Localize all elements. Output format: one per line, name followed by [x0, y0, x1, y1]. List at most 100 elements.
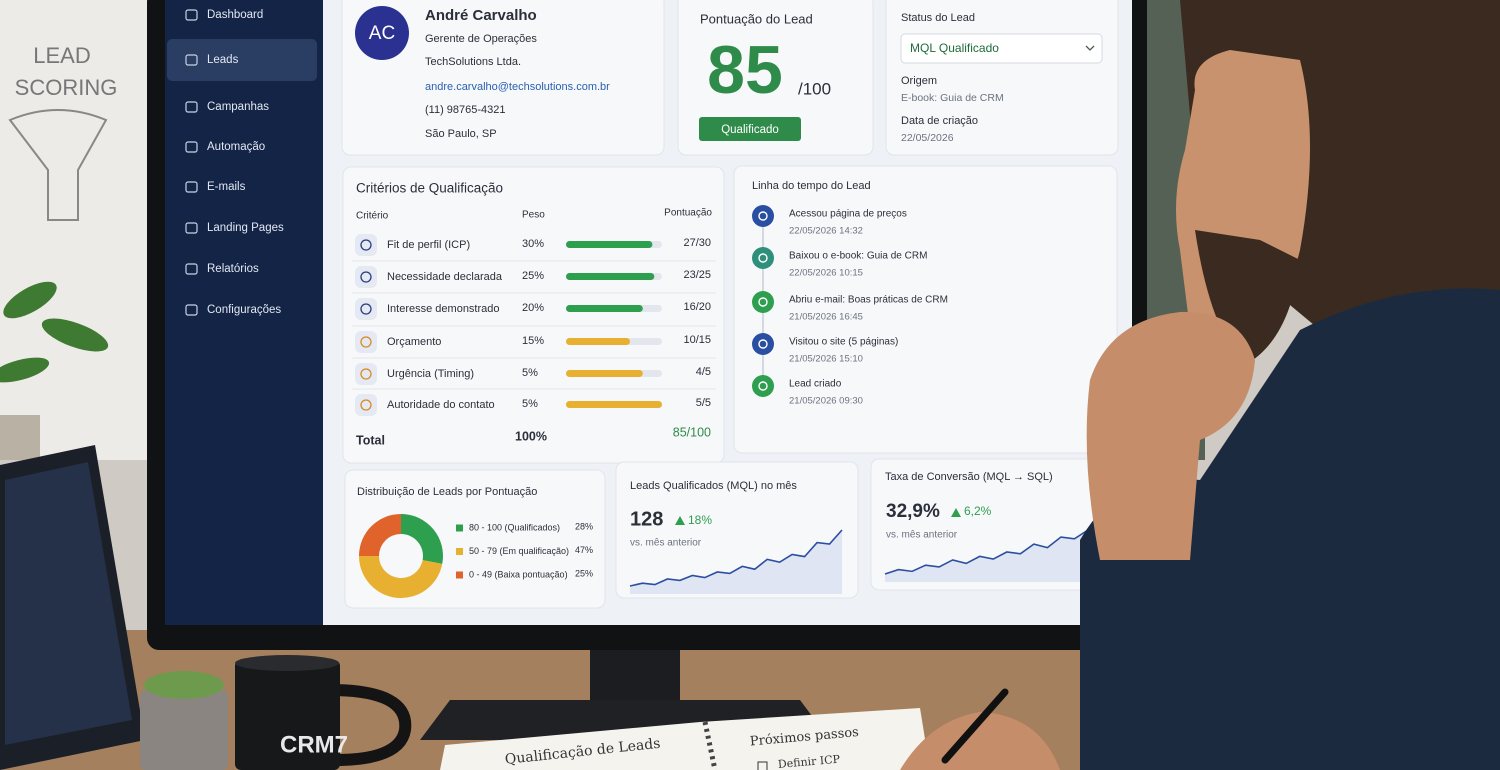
- timeline-dot: [752, 291, 774, 313]
- legend-label: 80 - 100 (Qualificados): [469, 522, 560, 532]
- contact-location: São Paulo, SP: [425, 128, 497, 140]
- donut-slice: [359, 556, 443, 598]
- menu-icon: [185, 9, 198, 21]
- origin-label: Origem: [901, 75, 937, 87]
- contact-email[interactable]: andre.carvalho@techsolutions.com.br: [425, 81, 610, 93]
- total-label: Total: [356, 433, 385, 447]
- mug: [235, 655, 412, 770]
- conversion-value: 32,9%: [886, 501, 940, 522]
- timeline-dot: [752, 247, 774, 269]
- criteria-icon: [355, 234, 377, 256]
- avatar-initials: AC: [369, 23, 395, 44]
- criteria-name: Interesse demonstrado: [387, 303, 500, 315]
- avatar: [355, 6, 409, 60]
- criteria-score: 4/5: [696, 366, 711, 378]
- succulent: [140, 671, 228, 770]
- conversion-title: Taxa de Conversão (MQL → SQL): [885, 471, 1053, 483]
- legend-value: 25%: [575, 568, 593, 578]
- menu-item[interactable]: Automação: [207, 141, 265, 153]
- score-title: Pontuação do Lead: [700, 11, 813, 26]
- menu-item[interactable]: Leads: [207, 54, 239, 66]
- criteria-icon: [355, 394, 377, 416]
- criteria-name: Fit de perfil (ICP): [387, 239, 470, 251]
- score-bar: [566, 370, 643, 377]
- active-item: [167, 39, 317, 81]
- timeline-events: Acessou página de preços 22/05/2026 14:32…: [752, 205, 948, 407]
- plant: [0, 281, 109, 460]
- timeline-dot-glyph: [758, 339, 768, 349]
- criteria-title: Critérios de Qualificação: [356, 181, 503, 196]
- menu-icon: [185, 54, 198, 66]
- donut-chart: 80 - 100 (Qualificados) 28% 50 - 79 (Em qu…: [359, 514, 593, 598]
- mql-note: vs. mês anterior: [630, 538, 702, 549]
- criteria-weight: 20%: [522, 302, 544, 314]
- criteria-weight: 30%: [522, 238, 544, 250]
- event-label: Visitou o site (5 páginas): [789, 337, 898, 348]
- score-bar: [566, 305, 643, 312]
- checkbox: [757, 761, 768, 770]
- legend-label: 50 - 79 (Em qualificação): [469, 546, 569, 556]
- legend-swatch: [456, 571, 463, 579]
- status-dropdown[interactable]: [900, 33, 1103, 64]
- legend-swatch: [456, 524, 463, 532]
- sparkline: [629, 529, 843, 587]
- criteria-icon: [355, 363, 377, 385]
- menu-item[interactable]: E-mails: [207, 181, 246, 193]
- criteria-score: 10/15: [683, 334, 711, 346]
- sidebar: [165, 0, 323, 625]
- criteria-name: Autoridade do contato: [387, 399, 495, 411]
- sparkline: [884, 529, 1089, 575]
- menu-item[interactable]: Dashboard: [207, 9, 263, 21]
- dropdown-chevron: [1085, 45, 1095, 51]
- badge-text: Qualificado: [721, 124, 779, 136]
- menu-icon: [185, 141, 198, 153]
- notebook-item: Definir ICP: [777, 753, 841, 770]
- menu-item[interactable]: Configurações: [207, 304, 281, 316]
- mql-value: 128: [630, 508, 663, 530]
- qualified-badge: [699, 117, 801, 141]
- criteria-icon-glyph: [360, 303, 372, 315]
- menu-item[interactable]: Relatórios: [207, 263, 259, 275]
- up-arrow: [675, 516, 685, 525]
- status-value[interactable]: MQL Qualificado: [910, 41, 999, 55]
- criteria-header: Pontuação: [664, 208, 712, 219]
- criteria-rows: Fit de perfil (ICP) 30% 27/30 Necessidade d…: [352, 234, 716, 416]
- timeline-dot: [752, 333, 774, 355]
- criteria-score: 16/20: [683, 301, 711, 313]
- criteria-icon: [355, 298, 377, 320]
- donut-slice: [359, 514, 401, 556]
- person: [900, 0, 1500, 770]
- event-label: Acessou página de preços: [789, 209, 907, 220]
- criteria-icon-glyph: [360, 239, 372, 251]
- notebook: [440, 708, 930, 770]
- criteria-icon-glyph: [360, 399, 372, 411]
- sparkline-area: [885, 530, 1088, 582]
- origin-value: E-book: Guia de CRM: [901, 92, 1004, 104]
- criteria-header: Critério: [356, 211, 389, 222]
- criteria-header: Peso: [522, 210, 545, 221]
- created-value: 22/05/2026: [901, 132, 954, 144]
- legend-label: 0 - 49 (Baixa pontuação): [469, 569, 568, 579]
- event-label: Lead criado: [789, 379, 842, 390]
- event-time: 21/05/2026 15:10: [789, 354, 863, 365]
- timeline-dot-glyph: [758, 253, 768, 263]
- laptop-screen: [5, 462, 132, 745]
- criteria-name: Urgência (Timing): [387, 368, 474, 380]
- menu-icon: [185, 101, 198, 113]
- event-label: Abriu e-mail: Boas práticas de CRM: [789, 295, 948, 306]
- timeline-dot-glyph: [758, 297, 768, 307]
- timeline-dot-glyph: [758, 211, 768, 221]
- score-bar: [566, 241, 653, 248]
- score-card: [677, 0, 874, 156]
- criteria-score: 23/25: [683, 269, 711, 281]
- criteria-score: 27/30: [683, 237, 711, 249]
- mql-change: 18%: [688, 513, 712, 527]
- menu-item[interactable]: Campanhas: [207, 101, 269, 113]
- menu-icon: [185, 222, 198, 234]
- wall-board: [0, 0, 150, 460]
- contact-card: [341, 0, 665, 156]
- criteria-icon: [355, 266, 377, 288]
- menu-item[interactable]: Landing Pages: [207, 222, 284, 234]
